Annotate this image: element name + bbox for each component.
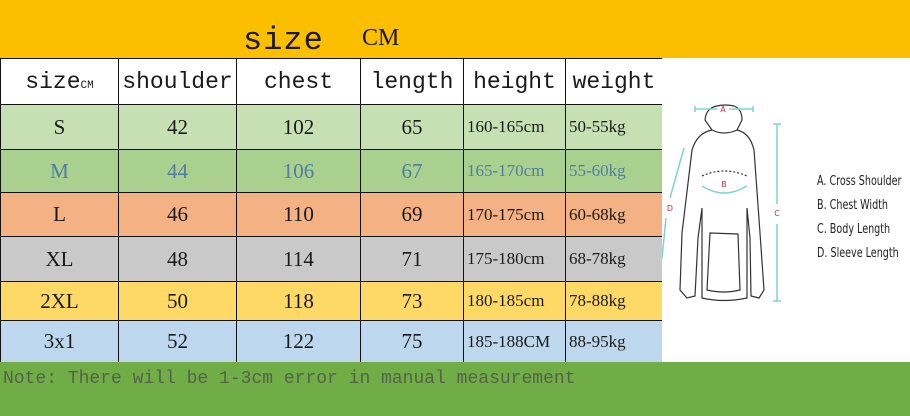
cell-length: 67: [360, 149, 464, 193]
legend-cross-shoulder: A. Cross Shoulder: [817, 174, 902, 189]
cell-chest: 114: [236, 236, 361, 282]
cell-shoulder: 44: [118, 149, 237, 193]
legend-body-length: C. Body Length: [817, 222, 891, 237]
cell-weight: 55-60kg: [565, 149, 663, 193]
cell-weight: 88-95kg: [565, 320, 663, 363]
cell-weight: 68-78kg: [565, 236, 663, 282]
cell-length: 65: [360, 104, 464, 150]
table-row: S 42 102 65 160-165cm 50-55kg: [0, 104, 663, 150]
cell-shoulder: 50: [118, 281, 237, 321]
hoodie-diagram: A B C D A. Cross Shoulder B. Chest Width…: [661, 58, 910, 362]
cell-size: L: [0, 192, 119, 237]
header-length: length: [360, 58, 464, 105]
cell-height: 175-180cm: [463, 236, 566, 282]
title-band: size CM: [0, 0, 910, 59]
cell-weight: 60-68kg: [565, 192, 663, 237]
size-table: sizeCM shoulder chest length height weig…: [0, 58, 663, 363]
cell-size: 2XL: [0, 281, 119, 321]
legend-chest-width: B. Chest Width: [817, 198, 888, 213]
cell-weight: 50-55kg: [565, 104, 663, 150]
note-band: Note: There will be 1-3cm error in manua…: [0, 362, 910, 416]
cell-weight: 78-88kg: [565, 281, 663, 321]
table-row: 2XL 50 118 73 180-185cm 78-88kg: [0, 281, 663, 321]
header-size: sizeCM: [0, 58, 119, 105]
unit-label: CM: [362, 25, 400, 51]
legend-sleeve-length: D. Sleeve Length: [817, 246, 899, 261]
cell-shoulder: 42: [118, 104, 237, 150]
cell-height: 180-185cm: [463, 281, 566, 321]
mark-d: D: [667, 204, 673, 213]
cell-chest: 110: [236, 192, 361, 237]
table-row: M 44 106 67 165-170cm 55-60kg: [0, 149, 663, 193]
cell-shoulder: 48: [118, 236, 237, 282]
measurement-note: Note: There will be 1-3cm error in manua…: [3, 369, 576, 389]
mark-b: B: [721, 180, 727, 189]
cell-chest: 122: [236, 320, 361, 363]
cell-length: 73: [360, 281, 464, 321]
cell-height: 185-188CM: [463, 320, 566, 363]
cell-size: S: [0, 104, 119, 150]
cell-height: 165-170cm: [463, 149, 566, 193]
cell-height: 170-175cm: [463, 192, 566, 237]
cell-size: M: [0, 149, 119, 193]
mark-c: C: [774, 209, 780, 218]
header-size-unit: CM: [80, 79, 94, 92]
table-row: XL 48 114 71 175-180cm 68-78kg: [0, 236, 663, 282]
mark-a: A: [720, 105, 726, 114]
cell-chest: 106: [236, 149, 361, 193]
header-height: height: [463, 58, 566, 105]
cell-shoulder: 52: [118, 320, 237, 363]
chart-title: size: [243, 22, 324, 59]
header-chest: chest: [236, 58, 361, 105]
table-row: 3x1 52 122 75 185-188CM 88-95kg: [0, 320, 663, 363]
cell-length: 71: [360, 236, 464, 282]
header-row: sizeCM shoulder chest length height weig…: [0, 58, 663, 105]
cell-chest: 102: [236, 104, 361, 150]
cell-length: 69: [360, 192, 464, 237]
cell-size: XL: [0, 236, 119, 282]
cell-shoulder: 46: [118, 192, 237, 237]
cell-chest: 118: [236, 281, 361, 321]
header-size-label: size: [25, 68, 81, 95]
cell-length: 75: [360, 320, 464, 363]
header-shoulder: shoulder: [118, 58, 237, 105]
header-weight: weight: [565, 58, 663, 105]
hoodie-illustration: A B C D: [661, 104, 781, 302]
measurement-legend: A. Cross Shoulder B. Chest Width C. Body…: [817, 170, 901, 266]
cell-size: 3x1: [0, 320, 119, 363]
cell-height: 160-165cm: [463, 104, 566, 150]
table-row: L 46 110 69 170-175cm 60-68kg: [0, 192, 663, 237]
